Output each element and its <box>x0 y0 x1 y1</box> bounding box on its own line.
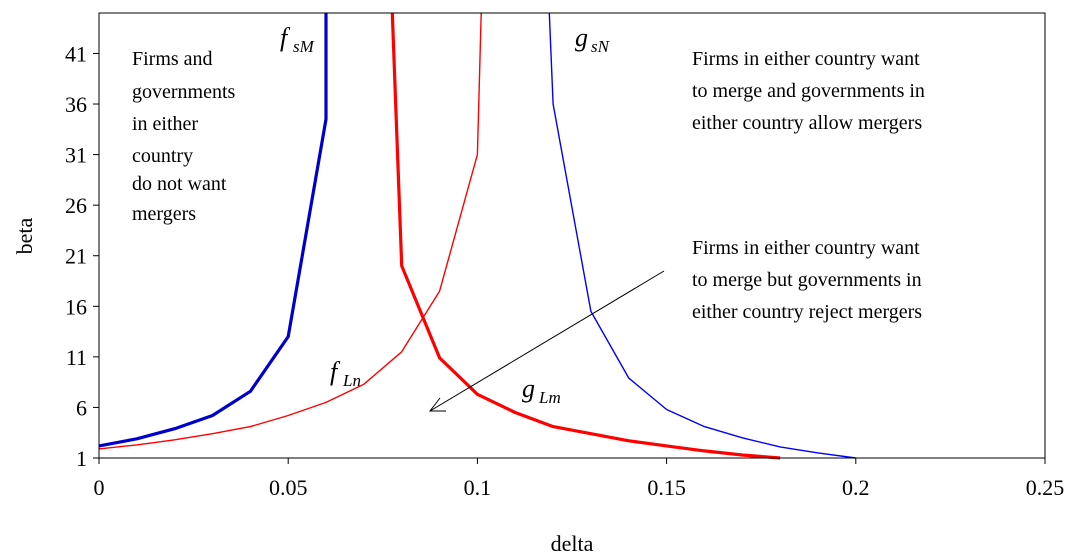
x-tick-label: 0.05 <box>269 475 308 500</box>
y-tick-label: 36 <box>65 92 87 117</box>
svg-text:Firms in either country want: Firms in either country want <box>692 237 920 259</box>
series-f-Ln-line <box>98 12 482 450</box>
y-tick-label: 41 <box>65 41 87 66</box>
svg-text:to merge and governments in: to merge and governments in <box>692 80 925 102</box>
annotation-arrow <box>428 270 665 412</box>
svg-text:Firms in either country want: Firms in either country want <box>692 48 920 70</box>
svg-text:g: g <box>522 374 535 403</box>
y-tick-label: 31 <box>65 143 87 168</box>
x-tick-label: 0.25 <box>1026 475 1065 500</box>
series-g-sN-line <box>548 12 856 459</box>
annotation-region-left: Firms and governments in either country … <box>132 48 236 225</box>
plot-area-frame <box>98 12 1046 459</box>
x-ticks: 0 0.05 0.1 0.15 0.2 0.25 <box>94 458 1065 500</box>
y-tick-label: 1 <box>76 446 87 471</box>
svg-text:Lm: Lm <box>538 388 561 407</box>
svg-text:country: country <box>132 145 193 167</box>
x-tick-label: 0.1 <box>464 475 492 500</box>
svg-text:Firms and: Firms and <box>132 48 213 70</box>
svg-text:mergers: mergers <box>132 203 196 225</box>
svg-text:Ln: Ln <box>342 371 361 390</box>
svg-text:to merge but governments in: to merge but governments in <box>692 269 922 291</box>
svg-text:sN: sN <box>591 37 611 56</box>
label-f-sM: f sM <box>280 23 315 56</box>
svg-text:governments: governments <box>132 81 236 103</box>
x-tick-label: 0 <box>94 475 105 500</box>
y-tick-label: 26 <box>65 193 87 218</box>
svg-text:either country reject mergers: either country reject mergers <box>692 301 922 323</box>
label-g-Lm: g Lm <box>522 374 561 407</box>
svg-text:f: f <box>280 23 291 52</box>
y-tick-label: 6 <box>76 395 87 420</box>
svg-text:sM: sM <box>293 37 315 56</box>
annotation-region-right-mid: Firms in either country want to merge bu… <box>692 237 922 323</box>
annotation-region-right-top: Firms in either country want to merge an… <box>692 48 925 134</box>
series-g-Lm-line <box>390 12 781 460</box>
svg-text:do not want: do not want <box>132 173 227 195</box>
label-g-sN: g sN <box>575 23 611 56</box>
y-tick-label: 11 <box>66 345 87 370</box>
label-f-Ln: f Ln <box>330 357 361 390</box>
x-tick-label: 0.2 <box>842 475 870 500</box>
x-axis-label: delta <box>551 531 594 554</box>
curves <box>98 12 856 460</box>
svg-text:in either: in either <box>132 113 198 135</box>
y-tick-label: 16 <box>65 294 87 319</box>
y-axis-label: beta <box>12 217 37 254</box>
svg-text:g: g <box>575 23 588 52</box>
svg-text:f: f <box>330 357 341 386</box>
series-f-sM-line <box>98 13 328 448</box>
y-tick-label: 21 <box>65 244 87 269</box>
svg-text:either country allow mergers: either country allow mergers <box>692 112 922 134</box>
x-tick-label: 0.15 <box>647 475 686 500</box>
